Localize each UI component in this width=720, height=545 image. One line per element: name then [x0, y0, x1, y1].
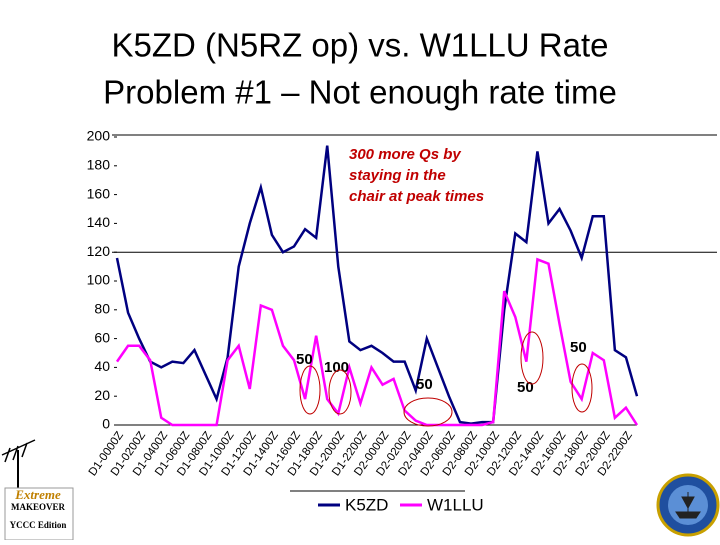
callout-circle [328, 369, 352, 415]
number-label: 100 [324, 359, 349, 376]
club-logo [656, 473, 720, 537]
y-tick-label: 0 [102, 416, 110, 432]
annotation: 300 more Qs by staying in the chair at pea… [349, 146, 484, 205]
number-label: 50 [570, 339, 587, 356]
y-tick-label: 180 [87, 157, 111, 173]
y-tick-label: 20 [94, 387, 110, 403]
title-line: Problem #1 – Not enough rate time [103, 74, 617, 111]
y-tick-label: 120 [87, 243, 111, 259]
callout-circle [571, 363, 593, 413]
legend-label: W1LLU [427, 495, 484, 514]
series-line [115, 257, 639, 427]
y-tick-label: 160 [87, 185, 111, 201]
logo-text: YCCC Edition [10, 520, 67, 530]
logo-text: Extreme [14, 487, 61, 502]
callout-circle [403, 397, 453, 427]
number-label: 50 [517, 379, 534, 396]
y-tick-label: 80 [94, 301, 110, 317]
legend-label: K5ZD [345, 495, 388, 514]
plot: 020406080100120140160180200D1-0000ZD1-02… [87, 128, 717, 514]
y-tick-label: 100 [87, 272, 111, 288]
title-line: K5ZD (N5RZ op) vs. W1LLU Rate [112, 27, 609, 64]
logo: Extreme MAKEOVER YCCC Edition [1, 439, 74, 541]
y-tick-label: 140 [87, 214, 111, 230]
y-tick-label: 60 [94, 329, 110, 345]
y-tick-label: 40 [94, 358, 110, 374]
y-tick-label: 200 [87, 128, 111, 144]
number-label: 50 [416, 376, 433, 393]
number-label: 50 [296, 351, 313, 368]
callout-circle [299, 365, 321, 415]
series-line [115, 145, 639, 425]
callout-circle [520, 331, 544, 385]
logo-text: MAKEOVER [11, 502, 66, 512]
